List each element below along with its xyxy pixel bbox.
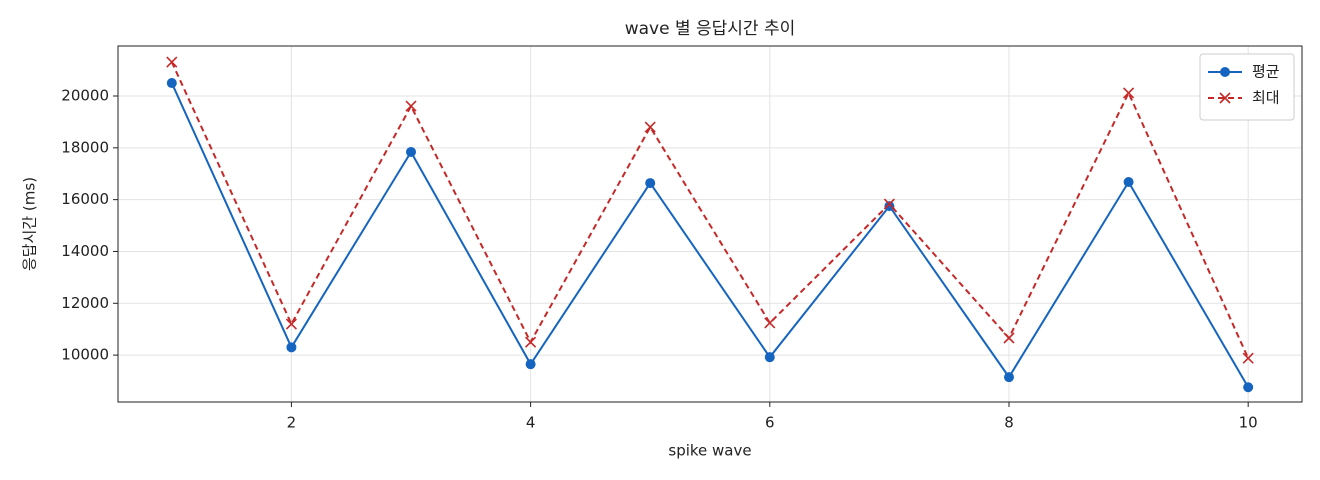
x-tick-label: 6: [765, 414, 775, 432]
marker: [883, 198, 895, 210]
marker: [406, 146, 417, 157]
x-tick-label: 8: [1004, 414, 1014, 432]
x-tick-label: 2: [287, 414, 297, 432]
legend-label: 평균: [1252, 63, 1280, 81]
marker: [525, 336, 537, 348]
legend-box: [1199, 53, 1295, 121]
marker: [645, 178, 656, 189]
marker: [166, 56, 178, 68]
x-axis-label: spike wave: [668, 442, 751, 460]
marker: [1003, 332, 1015, 344]
marker: [1243, 382, 1254, 393]
marker: [1003, 372, 1014, 383]
marker: [644, 121, 656, 133]
y-tick-label: 20000: [61, 87, 109, 105]
y-tick-label: 18000: [61, 138, 109, 156]
y-tick-label: 14000: [61, 242, 109, 260]
x-tick-label: 4: [526, 414, 536, 432]
marker: [1242, 352, 1254, 364]
marker: [884, 201, 895, 212]
legend-marker: [1220, 67, 1230, 77]
series-line: [170, 61, 1250, 359]
y-tick-label: 10000: [61, 346, 109, 364]
y-axis-label: 응답시간 (ms): [21, 177, 39, 271]
marker: [764, 317, 776, 329]
marker: [764, 352, 775, 363]
y-tick-label: 16000: [61, 190, 109, 208]
chart-title: wave 별 응답시간 추이: [625, 19, 796, 39]
marker: [286, 342, 297, 353]
legend-label: 최대: [1252, 89, 1280, 107]
marker: [166, 78, 177, 89]
marker: [285, 318, 297, 330]
y-tick-label: 12000: [61, 294, 109, 312]
marker: [1123, 177, 1134, 188]
marker: [405, 100, 417, 112]
legend-marker: [1219, 92, 1231, 104]
x-tick-label: 10: [1239, 414, 1258, 432]
marker: [525, 359, 536, 370]
plot-frame: [117, 45, 1303, 403]
marker: [1123, 87, 1135, 99]
series-line: [170, 82, 1250, 388]
